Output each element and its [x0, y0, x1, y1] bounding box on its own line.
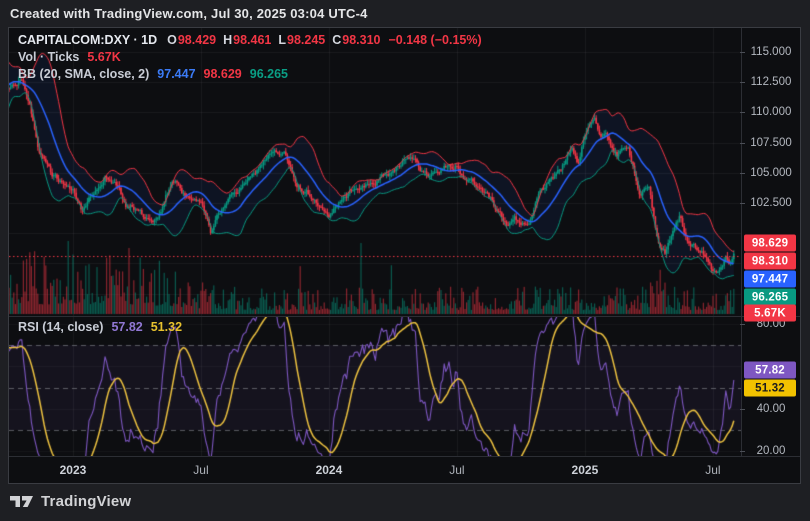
low-value: 98.245 [287, 33, 325, 47]
volume-value: 5.67K [87, 50, 120, 64]
rsi-badge: 51.32 [744, 380, 796, 397]
tradingview-logo-icon [10, 492, 34, 511]
bb-lower-value: 96.265 [250, 67, 288, 81]
time-axis-label: Jul [705, 463, 720, 477]
time-axis-label: 2023 [60, 463, 87, 477]
bb-label: BB (20, SMA, close, 2) [18, 67, 149, 81]
rsi-ma-value: 51.32 [151, 320, 182, 334]
pane-divider[interactable] [9, 316, 800, 317]
time-scale-area[interactable] [9, 456, 800, 483]
price-scale-label: 105.000 [742, 167, 800, 179]
time-axis-label: Jul [193, 463, 208, 477]
time-axis-label: 2024 [316, 463, 343, 477]
price-badge: 97.447 [744, 271, 796, 288]
bb-legend-row[interactable]: BB (20, SMA, close, 2) 97.447 98.629 96.265 [18, 67, 288, 81]
rsi-scale-label: 40.00 [742, 403, 800, 415]
price-badge: 98.310 [744, 253, 796, 270]
price-scale-label: 115.000 [742, 46, 800, 58]
bb-upper-value: 98.629 [204, 67, 242, 81]
time-axis-label: Jul [449, 463, 464, 477]
rsi-scale-label: 20.00 [742, 445, 800, 457]
close-label: C [332, 33, 341, 47]
footer: TradingView [10, 492, 131, 511]
price-scale-label: 107.500 [742, 137, 800, 149]
symbol-title: CAPITALCOM:DXY · 1D [18, 33, 157, 47]
open-value: 98.429 [178, 33, 216, 47]
footer-brand-text: TradingView [41, 493, 131, 510]
tradingview-snapshot: Created with TradingView.com, Jul 30, 20… [0, 0, 810, 521]
chart-container[interactable]: CAPITALCOM:DXY · 1D O98.429 H98.461 L98.245… [8, 27, 801, 484]
price-badge: 96.265 [744, 289, 796, 306]
rsi-legend-row[interactable]: RSI (14, close) 57.82 51.32 [18, 320, 182, 334]
high-value: 98.461 [233, 33, 271, 47]
attribution-text: Created with TradingView.com, Jul 30, 20… [10, 6, 368, 21]
low-label: L [278, 33, 286, 47]
close-value: 98.310 [342, 33, 380, 47]
rsi-chart-canvas[interactable] [9, 317, 741, 456]
open-label: O [167, 33, 177, 47]
rsi-value: 57.82 [111, 320, 142, 334]
symbol-legend-row[interactable]: CAPITALCOM:DXY · 1D O98.429 H98.461 L98.245… [18, 33, 482, 47]
price-badge: 98.629 [744, 235, 796, 252]
price-scale-label: 112.500 [742, 76, 800, 88]
bb-basis-value: 97.447 [157, 67, 195, 81]
time-axis-label: 2025 [572, 463, 599, 477]
rsi-label: RSI (14, close) [18, 320, 103, 334]
price-badge: 5.67K [744, 305, 796, 322]
high-label: H [223, 33, 232, 47]
change-value: −0.148 (−0.15%) [389, 33, 482, 47]
volume-legend-row[interactable]: Vol · Ticks 5.67K [18, 50, 121, 64]
price-scale-label: 102.500 [742, 197, 800, 209]
rsi-badge: 57.82 [744, 362, 796, 379]
price-scale-label: 110.000 [742, 106, 800, 118]
volume-label: Vol · Ticks [18, 50, 79, 64]
